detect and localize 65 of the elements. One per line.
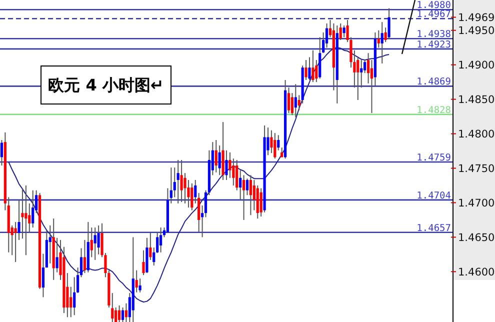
candlestick: [90, 227, 93, 258]
candlestick: [308, 56, 311, 80]
candlestick: [339, 22, 342, 40]
candlestick: [388, 8, 390, 40]
candlestick: [42, 253, 45, 298]
ref-line-label: 1.4938: [416, 29, 452, 40]
candlestick: [294, 84, 297, 118]
candlestick: [312, 50, 314, 83]
y-tick-label: 1.4650: [458, 232, 495, 244]
y-tick-label: 1.4950: [458, 25, 495, 38]
candlestick: [48, 224, 52, 264]
candlestick: [239, 170, 242, 200]
candlestick: [24, 184, 28, 256]
candlestick: [73, 276, 76, 316]
candlestick: [118, 304, 121, 322]
candlestick: [124, 302, 128, 322]
ref-line-label: 1.4657: [416, 222, 451, 234]
candlestick: [160, 227, 162, 253]
ref-line-label: 1.4923: [416, 39, 451, 50]
candlestick: [180, 159, 183, 203]
y-tick-label: 1.4969: [458, 12, 495, 24]
candlestick: [277, 134, 280, 151]
candlestick: [377, 30, 380, 48]
candlestick: [56, 237, 58, 273]
candlestick: [176, 159, 180, 204]
candlestick: [97, 224, 100, 255]
y-tick-label: 1.4900: [458, 59, 495, 72]
ref-line-label: 1.4980: [416, 0, 452, 12]
candlestick: [246, 178, 249, 196]
y-tick-label: 1.4750: [458, 162, 495, 175]
candlestick: [138, 278, 142, 293]
candlestick: [190, 182, 194, 211]
ref-line-label: 1.4759: [416, 152, 452, 164]
ref-line-label: 1.4869: [416, 76, 452, 88]
candlestick: [94, 227, 96, 260]
y-tick-label: 1.4800: [458, 128, 495, 140]
candlestick: [236, 159, 238, 191]
candlestick: [14, 222, 17, 263]
candlestick: [249, 174, 252, 216]
text: 欧元 4 小时图↵: [48, 76, 164, 95]
candlestick: [214, 139, 218, 173]
candlestick: [184, 172, 186, 204]
candlestick: [111, 292, 114, 322]
candlestick: [149, 232, 152, 260]
candlestick: [225, 150, 228, 180]
candlestick: [121, 307, 124, 322]
candlestick: [242, 174, 246, 220]
candlestick: [70, 286, 72, 318]
candlestick: [360, 59, 363, 88]
candlestick: [0, 139, 4, 166]
ref-line-label: 1.4967: [416, 9, 451, 20]
ref-line-label: 1.4828: [416, 104, 452, 116]
candlestick: [274, 132, 276, 160]
candlestick: [21, 188, 24, 240]
candlestick: [380, 22, 384, 64]
ref-line-label: 1.4704: [416, 190, 452, 202]
candlestick: [287, 87, 290, 114]
candlestick: [304, 59, 308, 80]
candlestick: [83, 239, 86, 274]
y-tick-label: 1.4600: [458, 266, 495, 278]
y-tick-label: 1.4700: [458, 197, 495, 210]
candlestick: [218, 144, 221, 176]
candlestick: [135, 270, 138, 293]
y-tick-label: 1.4850: [458, 94, 495, 106]
candlestick: [342, 25, 346, 38]
